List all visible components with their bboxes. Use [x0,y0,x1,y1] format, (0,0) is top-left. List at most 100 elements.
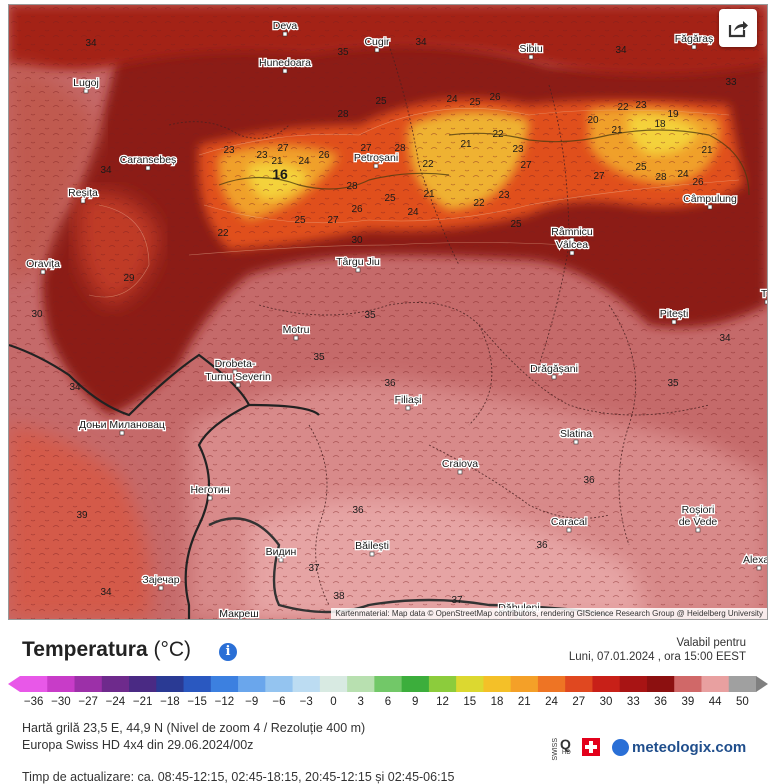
scale-tick-label: 15 [463,696,477,708]
scale-tick-label: −9 [245,696,259,708]
city-marker [369,551,375,557]
city-label: Slatina [560,428,592,440]
temperature-label: 25 [635,162,647,173]
temperature-label: 26 [692,177,704,188]
temperature-label: 20 [587,115,599,126]
temperature-label: 25 [469,97,481,108]
meteologix-logo[interactable]: meteologix.com [612,736,746,758]
temperature-label: 23 [256,150,268,161]
city-marker [695,527,701,533]
temperature-label: 27 [520,160,532,171]
city-label: Макреш [219,608,258,619]
city-label: Alexan [743,554,767,566]
scale-swatch [619,676,648,692]
city-marker [83,88,89,94]
swiss-q-label: Q [560,736,571,752]
scale-swatch [292,676,321,692]
city-label: Tâ [761,288,767,300]
city-label: Drobeta- [215,358,256,370]
temperature-label: 26 [351,204,363,215]
city-marker [551,374,557,380]
temperature-label: 24 [446,94,458,105]
swiss-label: SWISS [552,738,559,761]
share-button[interactable] [719,9,757,47]
temperature-label: 27 [277,143,289,154]
scale-swatch [319,676,348,692]
country-border [9,343,320,619]
color-scale-ticks: −36 −30 −27 −24 −21 −18 −15 −12 −9 −6 −3 0 3 6 9 12 15 18… [0,696,772,712]
scale-swatch [510,676,539,692]
city-marker [282,31,288,37]
temperature-label: 35 [313,352,325,363]
temperature-label: 21 [611,125,623,136]
city-marker [569,237,575,243]
temperature-map[interactable]: 34 35 34 34 33 25 24 25 26 28 22 23 19 20 21 18 22 21 23 21… [8,4,768,620]
city-marker [569,250,575,256]
temperature-label: 27 [327,215,339,226]
city-label: Făgăraș [675,33,714,45]
city-label: Deva [273,20,298,32]
city-marker [145,165,151,171]
scale-tick-label: −21 [132,696,153,708]
city-marker [695,515,701,521]
grid-meta: Hartă grilă 23,5 E, 44,9 N (Nivel de zoo… [22,720,365,754]
update-info: Timp de actualizare: ca. 08:45-12:15, 02… [22,770,455,784]
temperature-label: 36 [384,378,396,389]
temperature-label: 26 [318,150,330,161]
temperature-label: 25 [375,96,387,107]
city-label: Доњи Милановац [79,419,165,431]
temperature-label: 26 [489,92,501,103]
valid-label: Valabil pentru [676,637,746,649]
scale-tick-label: −15 [187,696,207,708]
scale-tick-label: 18 [490,696,504,708]
city-marker [282,68,288,74]
city-label: Câmpulung [683,193,737,205]
scale-tick-label: 21 [517,696,531,708]
city-marker [566,527,572,533]
scale-swatch [428,676,457,692]
temperature-label: 34 [85,38,97,49]
temperature-label: 34 [615,45,627,56]
scale-tick-label: 3 [357,696,364,708]
city-label: Oravița [26,258,60,270]
city-marker [707,204,713,210]
temperature-label: 35 [667,378,679,389]
temperature-label: 19 [667,109,679,120]
city-marker [373,163,379,169]
temperature-label: 34 [415,37,427,48]
scale-tick-label: 36 [654,696,667,708]
city-marker [207,495,213,501]
scale-tick-label: 50 [735,696,749,708]
scale-swatch [101,676,130,692]
temperature-label: 22 [492,129,504,140]
city-label: Râmnicu [551,226,593,238]
scale-tick-label: 6 [384,696,392,708]
temperature-label: 35 [337,47,349,58]
city-label: Drăgășani [530,363,578,375]
scale-tick-label: −12 [214,696,235,708]
city-label: Reșița [68,187,98,199]
city-label: Turnu Severin [205,371,271,383]
city-label: Зајечар [142,574,179,586]
scale-swatch [156,676,185,692]
county-borders [168,44,710,606]
valid-value: Luni, 07.01.2024 , ora 15:00 EEST [568,651,746,663]
scale-tick-label: −36 [23,696,44,708]
info-icon[interactable]: i [219,643,237,661]
scale-tick-label: 9 [412,696,419,708]
map-attribution: Kartenmaterial: Map data © OpenStreetMap… [331,608,767,619]
share-icon [728,21,748,38]
validity-info: Valabil pentru Luni, 07.01.2024 , ora 15… [569,636,746,664]
temperature-label: 22 [217,228,229,239]
temperature-label: 28 [337,109,349,120]
scale-arrow-right [756,676,768,692]
city-label: Cugir [364,36,390,48]
city-label: Craiova [442,458,478,470]
city-marker [293,335,299,341]
scale-tick-label: 33 [626,696,640,708]
city-marker [40,269,46,275]
city-marker [756,565,762,571]
legend-title-text: Temperatura [22,638,148,661]
legend-panel: Temperatura (°C) i Valabil pentru Luni, … [0,624,772,784]
globe-icon [612,738,629,756]
